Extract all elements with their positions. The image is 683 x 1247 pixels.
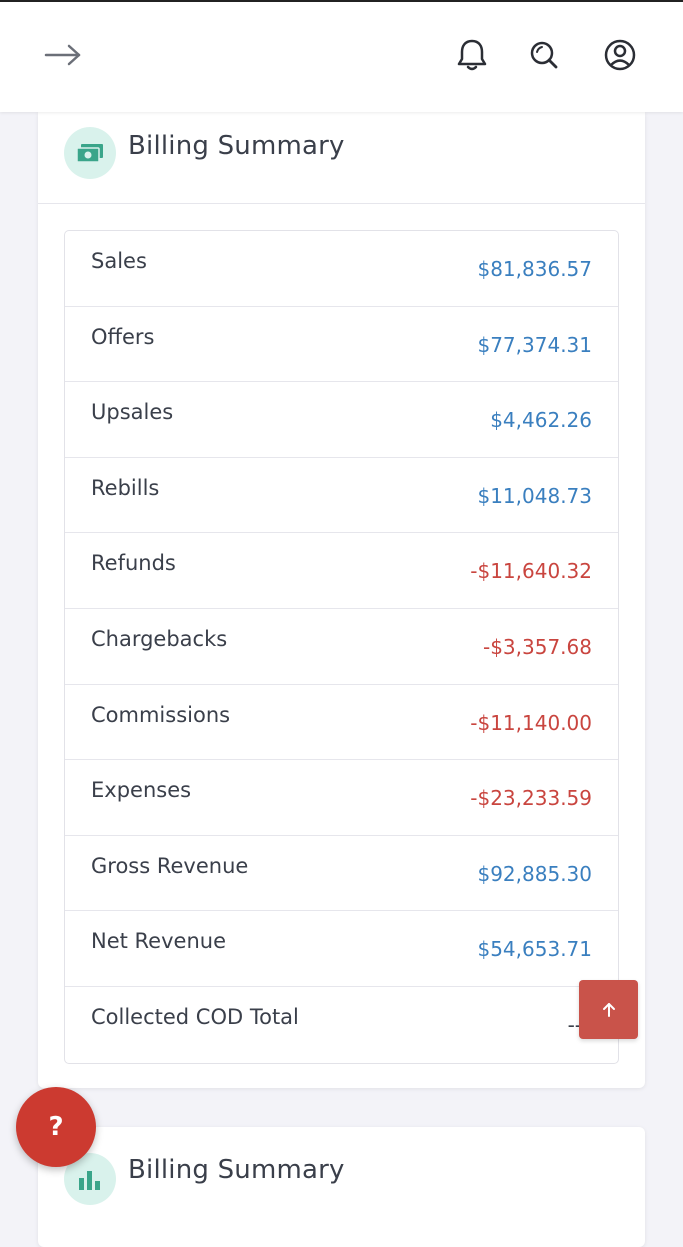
table-row: Net Revenue $54,653.71 xyxy=(65,911,618,987)
table-row: Gross Revenue $92,885.30 xyxy=(65,836,618,912)
row-label: Net Revenue xyxy=(91,929,226,954)
card-title-2: Billing Summary xyxy=(128,1155,345,1185)
scroll-to-top-button[interactable] xyxy=(579,980,638,1039)
expand-sidebar-button[interactable] xyxy=(40,32,86,78)
top-border xyxy=(0,0,683,2)
row-value: $4,462.26 xyxy=(490,408,592,433)
billing-summary-card: Billing Summary Sales $81,836.57 Offers $77… xyxy=(38,112,645,1088)
row-label: Gross Revenue xyxy=(91,853,249,878)
row-label: Collected COD Total xyxy=(91,1004,299,1029)
table-row: Refunds -$11,640.32 xyxy=(65,533,618,609)
bell-icon xyxy=(457,39,487,71)
row-label: Sales xyxy=(91,249,147,273)
help-button[interactable]: ? xyxy=(16,1087,96,1167)
table-row: Rebills $11,048.73 xyxy=(65,458,618,534)
row-value: -$23,233.59 xyxy=(470,786,592,811)
table-row: Sales $81,836.57 xyxy=(65,231,618,307)
card-header: Billing Summary xyxy=(38,112,645,204)
row-label: Commissions xyxy=(91,702,231,727)
money-icon xyxy=(64,127,116,179)
row-value: -- xyxy=(567,1012,582,1037)
card-title: Billing Summary xyxy=(128,131,345,161)
row-value: -$11,140.00 xyxy=(470,710,592,735)
row-label: Expenses xyxy=(91,778,192,803)
row-value: $81,836.57 xyxy=(477,257,592,281)
notifications-button[interactable] xyxy=(449,32,495,78)
row-value: -$11,640.32 xyxy=(470,559,592,584)
arrow-right-icon xyxy=(44,44,81,66)
row-value: $54,653.71 xyxy=(477,937,592,962)
table-row: Expenses -$23,233.59 xyxy=(65,760,618,836)
table-row: Commissions -$11,140.00 xyxy=(65,685,618,761)
row-label: Rebills xyxy=(91,475,160,500)
app-header xyxy=(0,2,683,112)
row-label: Upsales xyxy=(91,400,174,425)
row-value: $77,374.31 xyxy=(477,332,592,357)
user-icon xyxy=(604,39,636,71)
row-label: Chargebacks xyxy=(91,626,228,651)
row-value: $11,048.73 xyxy=(477,483,592,508)
search-icon xyxy=(530,41,558,69)
user-profile-button[interactable] xyxy=(597,32,643,78)
row-label: Offers xyxy=(91,324,155,349)
row-label: Refunds xyxy=(91,551,176,576)
search-button[interactable] xyxy=(521,32,567,78)
table-row: Chargebacks -$3,357.68 xyxy=(65,609,618,685)
row-value: -$3,357.68 xyxy=(482,634,592,659)
billing-summary-table: Sales $81,836.57 Offers $77,374.31 Upsales $4… xyxy=(64,230,619,1064)
row-value: $92,885.30 xyxy=(477,861,592,886)
arrow-up-icon xyxy=(602,1002,615,1017)
table-row: Upsales $4,462.26 xyxy=(65,382,618,458)
table-row: Offers $77,374.31 xyxy=(65,307,618,383)
table-row: Collected COD Total -- xyxy=(65,987,618,1063)
billing-summary-card-2: Billing Summary xyxy=(38,1127,645,1247)
